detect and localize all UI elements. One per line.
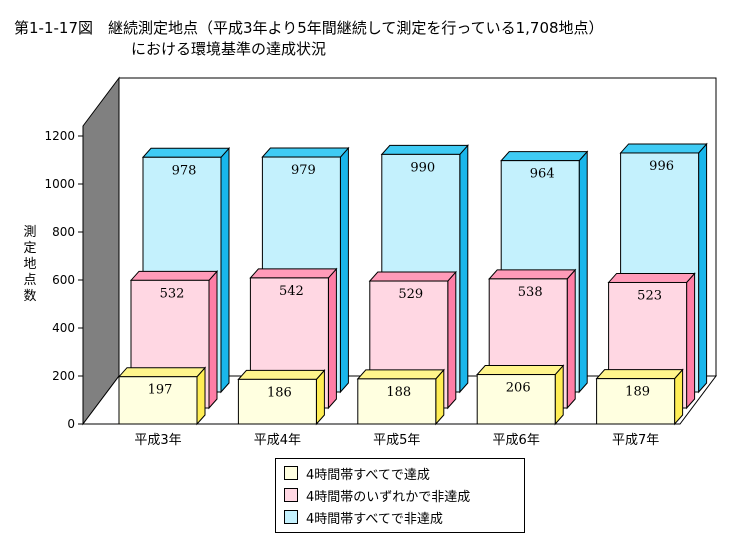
- bar-side: [566, 268, 576, 410]
- data-label: 538: [518, 285, 543, 300]
- data-label: 189: [625, 385, 650, 400]
- legend-label: 4時間帯すべてで達成: [306, 467, 430, 483]
- legend-swatch: [284, 488, 298, 502]
- data-label: 532: [160, 286, 185, 301]
- y-tick-label: 1000: [44, 177, 75, 191]
- bar-top: [607, 272, 696, 283]
- data-label: 978: [172, 163, 197, 178]
- bar-top: [249, 268, 338, 279]
- bar: 188: [356, 368, 445, 426]
- left-wall: [82, 76, 120, 426]
- bar-side: [447, 270, 457, 410]
- y-axis-label: 測定地点数: [23, 225, 36, 304]
- bar-top: [500, 151, 589, 162]
- y-axis: 0 200 400 600 800 1000 1200 測定地点数: [23, 129, 83, 431]
- y-tick-label: 600: [52, 273, 75, 287]
- y-tick-label: 400: [52, 321, 75, 335]
- title-line-1: 第1-1-17図 継続測定地点（平成3年より5年間継続して測定を行っている1,7…: [14, 19, 604, 37]
- data-label: 206: [506, 381, 531, 396]
- legend-label: 4時間帯のいずれかで非達成: [306, 489, 471, 505]
- legend-item: 4時間帯のいずれかで非達成: [284, 484, 516, 506]
- bar-top: [141, 147, 231, 158]
- legend-swatch: [284, 466, 298, 480]
- bar-side: [578, 150, 588, 394]
- bar-side: [196, 366, 206, 426]
- data-label: 964: [530, 167, 555, 182]
- legend-item: 4時間帯すべてで非達成: [284, 506, 516, 528]
- bar-side: [327, 267, 337, 410]
- bar-top: [476, 365, 565, 376]
- legend: 4時間帯すべてで達成 4時間帯のいずれかで非達成 4時間帯すべてで非達成: [275, 458, 525, 533]
- data-label: 188: [386, 385, 411, 400]
- data-label: 979: [291, 163, 316, 178]
- x-tick-label: 平成5年: [373, 433, 420, 448]
- bar-top: [261, 147, 350, 158]
- bar-top: [380, 144, 469, 155]
- bar-front: [357, 378, 437, 425]
- bar-side: [208, 270, 218, 410]
- bar-side: [686, 272, 696, 410]
- chart-title: 第1-1-17図 継続測定地点（平成3年より5年間継続して測定を行っている1,7…: [14, 18, 604, 60]
- bar-side: [554, 364, 564, 426]
- bars: 978 532 197 979 542 186 990 529 188 964 538 206 996 5…: [117, 142, 708, 426]
- data-label: 529: [398, 287, 423, 302]
- bar: 189: [595, 368, 684, 426]
- bar: 206: [476, 364, 565, 426]
- legend-item: 4時間帯すべてで達成: [284, 462, 516, 484]
- bar-side: [220, 146, 230, 394]
- legend-swatch: [284, 510, 298, 524]
- bar-side: [459, 144, 469, 394]
- data-label: 197: [148, 383, 173, 398]
- bar-top: [488, 269, 577, 280]
- bar-top: [356, 369, 445, 380]
- bar-side: [339, 146, 349, 394]
- y-tick-label: 800: [52, 225, 75, 239]
- bar-top: [117, 367, 207, 378]
- bar-top: [368, 271, 457, 282]
- bar: 197: [117, 366, 207, 426]
- bar-front: [118, 376, 198, 425]
- bar-front: [237, 378, 317, 425]
- bar-front: [596, 378, 676, 425]
- x-axis: 平成3年 平成4年 平成5年 平成6年 平成7年: [134, 433, 659, 448]
- title-line-2: における環境基準の達成状況: [131, 40, 327, 58]
- x-tick-label: 平成7年: [612, 433, 659, 448]
- data-label: 523: [637, 288, 662, 303]
- y-tick-label: 0: [67, 417, 75, 431]
- data-label: 542: [279, 284, 304, 299]
- bar-front: [476, 374, 556, 425]
- bar-side: [698, 142, 708, 394]
- y-tick-label: 1200: [44, 129, 75, 143]
- x-tick-label: 平成6年: [493, 433, 540, 448]
- x-tick-label: 平成4年: [254, 433, 301, 448]
- bar: 186: [237, 369, 326, 426]
- bar-top: [595, 369, 684, 380]
- data-label: 186: [267, 385, 292, 400]
- bar-top: [619, 143, 708, 154]
- data-label: 996: [649, 159, 674, 174]
- data-label: 990: [410, 160, 435, 175]
- legend-label: 4時間帯すべてで非達成: [306, 511, 443, 527]
- bar-top: [237, 369, 326, 380]
- y-tick-label: 200: [52, 369, 75, 383]
- x-tick-label: 平成3年: [134, 433, 181, 448]
- bar-top: [129, 270, 219, 281]
